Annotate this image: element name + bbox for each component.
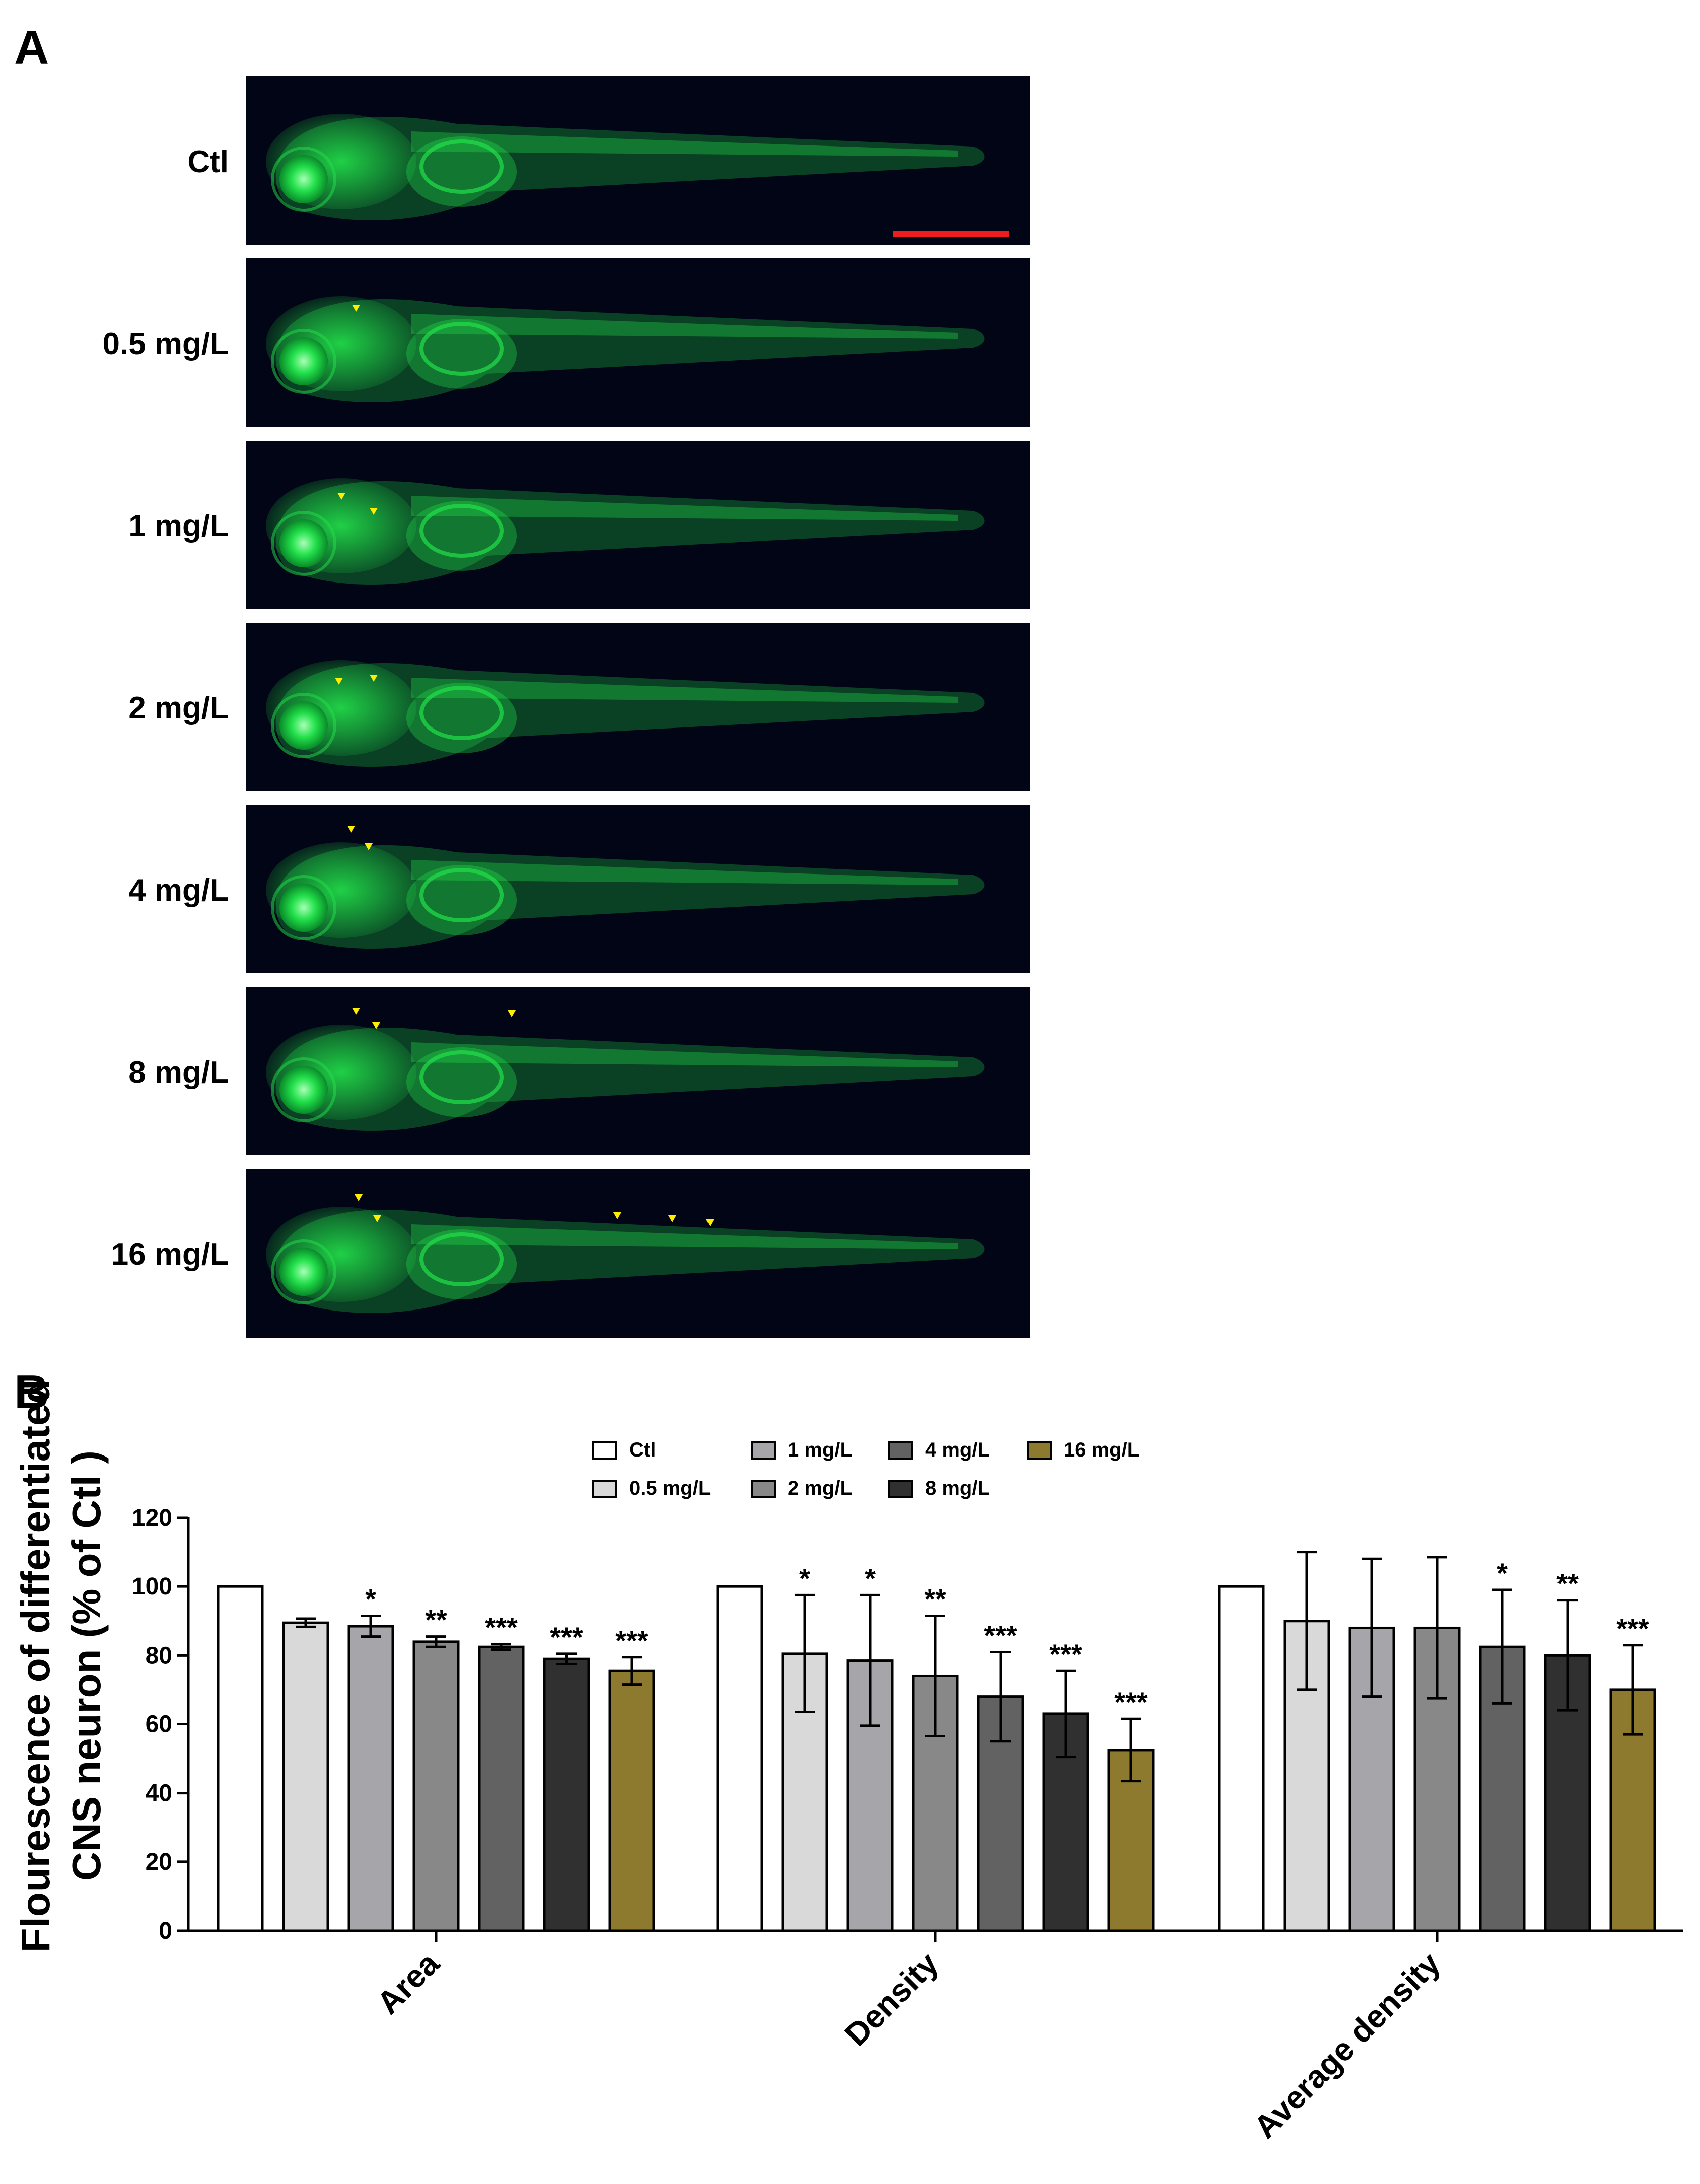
significance-label: ** bbox=[924, 1583, 946, 1615]
larva-fluorescence-image bbox=[246, 76, 1030, 245]
x-tick-label: Density bbox=[838, 1945, 946, 2053]
larva-fluorescence-image bbox=[246, 258, 1030, 427]
bar bbox=[217, 1585, 264, 1932]
significance-label: *** bbox=[1616, 1613, 1649, 1644]
significance-label: *** bbox=[984, 1619, 1017, 1651]
legend-label-8: 8 mg/L bbox=[925, 1477, 990, 1499]
legend-item-2: 2 mg/L bbox=[751, 1477, 853, 1500]
y-tick-label: 0 bbox=[159, 1918, 172, 1944]
significance-label: *** bbox=[550, 1621, 583, 1653]
legend-swatch-0-5 bbox=[592, 1479, 617, 1498]
legend-item-8: 8 mg/L bbox=[888, 1477, 990, 1500]
larva-fluorescence-image bbox=[246, 441, 1030, 609]
legend-item-4: 4 mg/L bbox=[888, 1439, 990, 1462]
significance-label: ** bbox=[1556, 1568, 1579, 1599]
row-label: 2 mg/L bbox=[128, 691, 229, 725]
y-axis-title: Flourescence of differentiated CNS neuro… bbox=[13, 1379, 109, 1952]
bar bbox=[716, 1585, 763, 1932]
y-tick-label: 20 bbox=[146, 1849, 172, 1875]
significance-label: *** bbox=[1049, 1638, 1082, 1670]
legend-label-4: 4 mg/L bbox=[925, 1439, 990, 1461]
legend-label-2: 2 mg/L bbox=[788, 1477, 853, 1499]
panel-b-letter: B bbox=[14, 1365, 49, 1419]
legend-swatch-16 bbox=[1027, 1441, 1052, 1460]
legend-swatch-4 bbox=[888, 1441, 913, 1460]
bar bbox=[543, 1657, 590, 1932]
bar bbox=[282, 1621, 329, 1932]
bar bbox=[412, 1640, 460, 1932]
y-axis-title-line-1: Flourescence of differentiated bbox=[13, 1379, 58, 1952]
larva-fluorescence-image bbox=[246, 1169, 1030, 1338]
significance-label: *** bbox=[615, 1625, 648, 1656]
y-tick-label: 40 bbox=[146, 1780, 172, 1807]
significance-label: *** bbox=[485, 1612, 518, 1643]
significance-label: * bbox=[365, 1583, 376, 1615]
y-tick-label: 120 bbox=[132, 1505, 172, 1531]
significance-label: *** bbox=[1114, 1686, 1148, 1718]
x-tick-label: Average density bbox=[1247, 1945, 1447, 2145]
row-label: Ctl bbox=[187, 144, 229, 179]
row-label: 16 mg/L bbox=[111, 1237, 229, 1272]
x-tick-label: Area bbox=[370, 1945, 446, 2021]
row-label: 0.5 mg/L bbox=[102, 327, 229, 361]
panel-a-letter: A bbox=[14, 21, 49, 74]
significance-label: * bbox=[1497, 1557, 1508, 1589]
bar bbox=[608, 1669, 655, 1932]
y-tick-label: 60 bbox=[146, 1711, 172, 1738]
row-label: 8 mg/L bbox=[128, 1055, 229, 1090]
y-tick-label: 100 bbox=[132, 1573, 172, 1600]
legend-swatch-ctl bbox=[592, 1441, 617, 1460]
legend-label-1: 1 mg/L bbox=[788, 1439, 853, 1461]
legend-item-0-5: 0.5 mg/L bbox=[592, 1477, 711, 1500]
legend-swatch-2 bbox=[751, 1479, 776, 1498]
larva-fluorescence-image bbox=[246, 623, 1030, 791]
legend-label-ctl: Ctl bbox=[629, 1439, 656, 1461]
y-axis-title-line-2: CNS neuron (% of Ctl ) bbox=[64, 1450, 109, 1881]
legend-label-0-5: 0.5 mg/L bbox=[629, 1477, 711, 1499]
bar bbox=[1218, 1585, 1265, 1932]
significance-label: ** bbox=[425, 1604, 447, 1636]
larva-fluorescence-image bbox=[246, 987, 1030, 1155]
row-label: 1 mg/L bbox=[128, 509, 229, 543]
legend-item-ctl: Ctl bbox=[592, 1439, 656, 1462]
significance-label: * bbox=[799, 1562, 810, 1594]
legend-item-16: 16 mg/L bbox=[1027, 1439, 1140, 1462]
significance-label: * bbox=[865, 1562, 876, 1594]
legend-swatch-8 bbox=[888, 1479, 913, 1498]
legend-swatch-1 bbox=[751, 1441, 776, 1460]
larva-fluorescence-image bbox=[246, 805, 1030, 973]
bar bbox=[478, 1645, 525, 1932]
bar bbox=[347, 1625, 394, 1932]
y-tick-label: 80 bbox=[146, 1642, 172, 1669]
legend-item-1: 1 mg/L bbox=[751, 1439, 853, 1462]
legend-label-16: 16 mg/L bbox=[1064, 1439, 1140, 1461]
row-label: 4 mg/L bbox=[128, 873, 229, 908]
